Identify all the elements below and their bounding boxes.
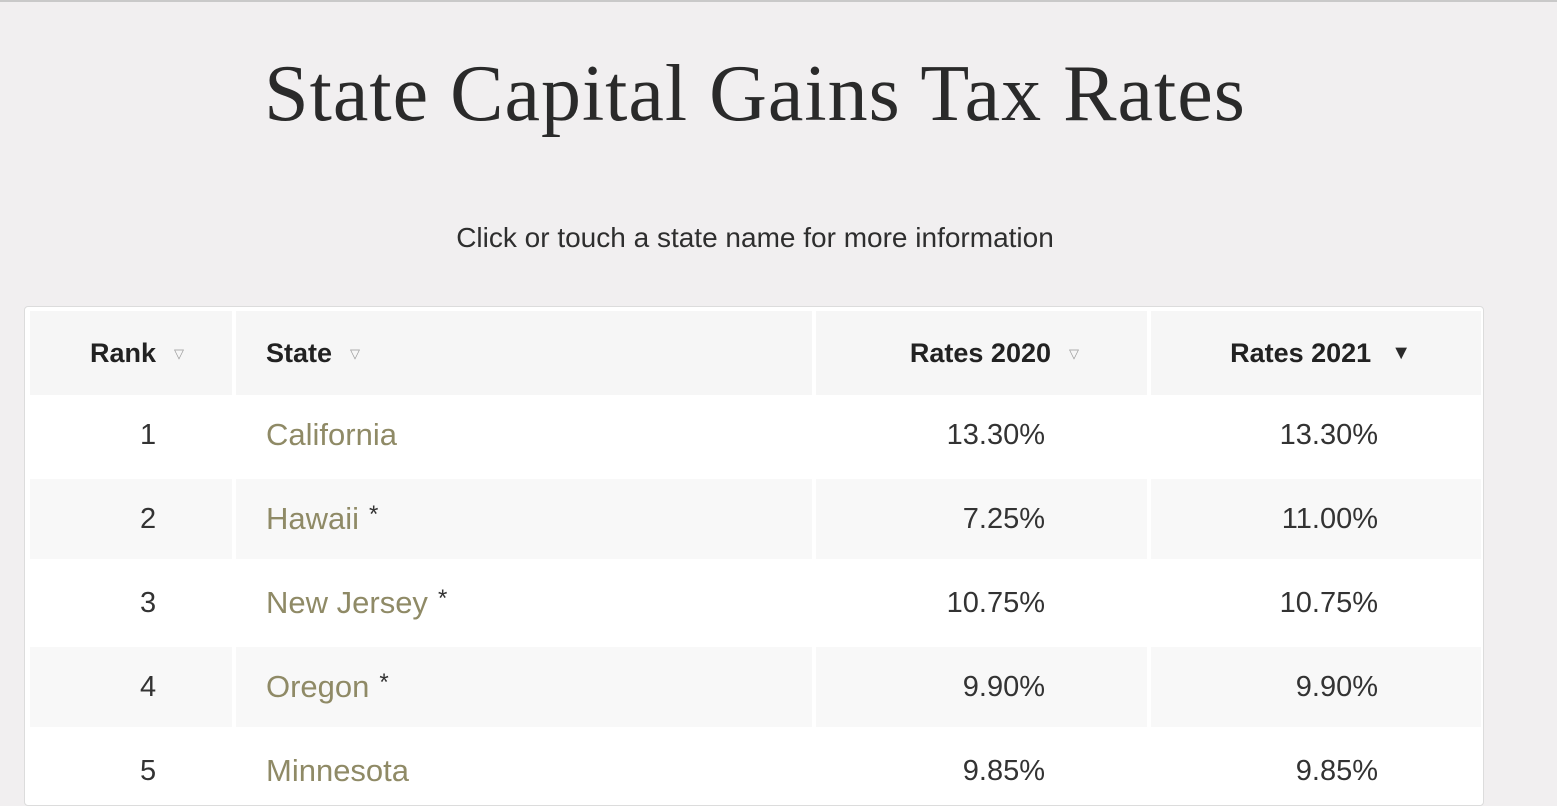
state-link[interactable]: Hawaii — [266, 501, 360, 536]
sort-triangle-icon[interactable]: ▽ — [174, 345, 185, 361]
state-link[interactable]: Minnesota — [266, 753, 410, 788]
top-divider — [0, 0, 1557, 2]
rate-2021-cell: 11.00% — [1151, 479, 1481, 559]
rate-2020-cell: 10.75% — [816, 563, 1147, 643]
rank-cell: 1 — [30, 395, 232, 475]
rank-cell: 2 — [30, 479, 232, 559]
rate-2020-cell: 7.25% — [816, 479, 1147, 559]
column-header-label: Rank — [90, 337, 157, 368]
page-subtitle: Click or touch a state name for more inf… — [456, 222, 1054, 253]
table-row: 3 New Jersey * 10.75% 10.75% — [30, 563, 1481, 643]
table-row: 5 Minnesota 9.85% 9.85% — [30, 731, 1481, 805]
rate-2021-cell: 10.75% — [1151, 563, 1481, 643]
rate-2020-cell: 9.85% — [816, 731, 1147, 805]
rank-cell: 5 — [30, 731, 232, 805]
footnote-asterisk: * — [369, 501, 379, 528]
state-cell: California — [236, 395, 812, 475]
table-row: 4 Oregon * 9.90% 9.90% — [30, 647, 1481, 727]
table-row: 2 Hawaii * 7.25% 11.00% — [30, 479, 1481, 559]
rate-2020-cell: 9.90% — [816, 647, 1147, 727]
page-title: State Capital Gains Tax Rates — [264, 50, 1246, 138]
column-header-state[interactable]: State ▽ — [236, 311, 812, 395]
column-header-label: Rates 2021 — [1230, 337, 1372, 368]
column-header-rates-2021[interactable]: Rates 2021 ▼ — [1151, 311, 1481, 395]
sort-desc-icon[interactable]: ▼ — [1391, 342, 1411, 364]
state-cell: Hawaii * — [236, 479, 812, 559]
state-cell: New Jersey * — [236, 563, 812, 643]
rate-2021-cell: 13.30% — [1151, 395, 1481, 475]
state-link[interactable]: Oregon — [266, 669, 370, 704]
column-header-label: Rates 2020 — [909, 337, 1051, 368]
column-header-label: State — [266, 337, 333, 368]
rank-cell: 3 — [30, 563, 232, 643]
table-header-row: Rank ▽ State ▽ Rates 2020 ▽ Rates 2021 ▼ — [30, 311, 1481, 395]
column-header-rank[interactable]: Rank ▽ — [30, 311, 232, 395]
rates-table: Rank ▽ State ▽ Rates 2020 ▽ Rates 2021 ▼… — [24, 306, 1484, 806]
footnote-asterisk: * — [379, 669, 389, 696]
state-cell: Oregon * — [236, 647, 812, 727]
rate-2020-cell: 13.30% — [816, 395, 1147, 475]
table-row: 1 California 13.30% 13.30% — [30, 395, 1481, 475]
state-cell: Minnesota — [236, 731, 812, 805]
rank-cell: 4 — [30, 647, 232, 727]
rate-2021-cell: 9.85% — [1151, 731, 1481, 805]
state-link[interactable]: New Jersey — [266, 585, 428, 620]
sort-triangle-icon[interactable]: ▽ — [1069, 345, 1079, 361]
column-header-rates-2020[interactable]: Rates 2020 ▽ — [816, 311, 1147, 395]
rate-2021-cell: 9.90% — [1151, 647, 1481, 727]
footnote-asterisk: * — [437, 585, 448, 612]
sort-triangle-icon[interactable]: ▽ — [350, 345, 361, 361]
state-link[interactable]: California — [266, 417, 397, 452]
